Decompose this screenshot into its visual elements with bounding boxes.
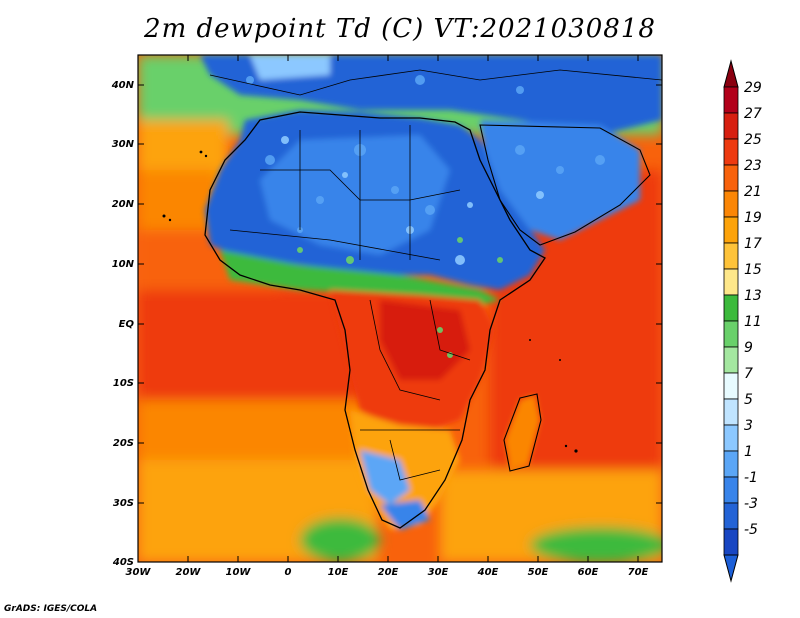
lat-label: 20S	[113, 438, 134, 449]
lat-label: 20N	[112, 199, 135, 210]
colorbar-max-arrow	[723, 59, 739, 88]
colorbar-label: 25	[744, 132, 762, 148]
colorbar-segment	[723, 86, 739, 114]
colorbar-label: -3	[744, 496, 758, 512]
colorbar-label: 5	[744, 392, 753, 408]
lon-label: 10W	[226, 567, 252, 578]
colorbar-label: 19	[744, 210, 762, 226]
lat-label: 30N	[112, 139, 135, 150]
colorbar-label: 7	[744, 366, 753, 382]
longitude-labels: 30W 20W 10W 0 10E 20E 30E 40E 50E 60E 70E	[126, 567, 649, 578]
lon-label: 70E	[628, 567, 649, 578]
colorbar-segment	[723, 112, 739, 140]
colorbar-label: 29	[744, 80, 762, 96]
colorbar-segment	[723, 294, 739, 322]
colorbar-min-arrow	[723, 554, 739, 583]
map-frame	[137, 54, 663, 563]
colorbar	[723, 59, 739, 583]
colorbar-label: 13	[744, 288, 762, 304]
colorbar-label: -1	[744, 470, 758, 486]
lat-label: 10S	[113, 378, 134, 389]
map-title: 2m dewpoint Td (C) VT:2021030818	[144, 14, 656, 44]
lon-label: 40E	[477, 567, 499, 578]
colorbar-label: 11	[744, 314, 762, 330]
colorbar-segment	[723, 242, 739, 270]
colorbar-labels: 29 27 25 23 21 19 17 15 13 11 9 7 5 3 1 -1 -3 -5	[744, 80, 762, 538]
colorbar-segment	[723, 190, 739, 218]
colorbar-segment	[723, 216, 739, 244]
colorbar-segment	[723, 528, 739, 556]
lat-label: EQ	[119, 319, 135, 330]
lon-label: 10E	[328, 567, 349, 578]
colorbar-label: 21	[744, 184, 762, 200]
colorbar-label: -5	[744, 522, 758, 538]
axis-ticks	[137, 55, 662, 563]
colorbar-label: 23	[744, 158, 762, 174]
colorbar-label: 27	[744, 106, 762, 122]
lat-label: 10N	[112, 259, 135, 270]
lat-label: 40N	[111, 80, 135, 91]
lon-label: 20E	[378, 567, 399, 578]
colorbar-segment	[723, 268, 739, 296]
colorbar-label: 1	[744, 444, 753, 460]
colorbar-segment	[723, 372, 739, 400]
latitude-labels: 40N 30N 20N 10N EQ 10S 20S 30S 40S	[111, 80, 135, 568]
colorbar-segment	[723, 164, 739, 192]
map-field	[138, 55, 662, 562]
colorbar-label: 17	[744, 236, 762, 252]
colorbar-segment	[723, 138, 739, 166]
colorbar-label: 3	[744, 418, 753, 434]
grads-credit: GrADS: IGES/COLA	[4, 604, 98, 614]
colorbar-segment	[723, 502, 739, 530]
colorbar-segment	[723, 450, 739, 478]
lon-label: 50E	[528, 567, 549, 578]
colorbar-label: 15	[744, 262, 762, 278]
lon-label: 20W	[176, 567, 202, 578]
lon-label: 30E	[428, 567, 449, 578]
lon-label: 60E	[578, 567, 599, 578]
colorbar-label: 9	[744, 340, 753, 356]
colorbar-segment	[723, 320, 739, 348]
colorbar-segment	[723, 346, 739, 374]
colorbar-segment	[723, 476, 739, 504]
lat-label: 40S	[112, 557, 134, 568]
colorbar-segment	[723, 424, 739, 452]
lat-label: 30S	[113, 498, 134, 509]
lon-label: 0	[285, 567, 292, 578]
colorbar-segment	[723, 398, 739, 426]
lon-label: 30W	[126, 567, 152, 578]
